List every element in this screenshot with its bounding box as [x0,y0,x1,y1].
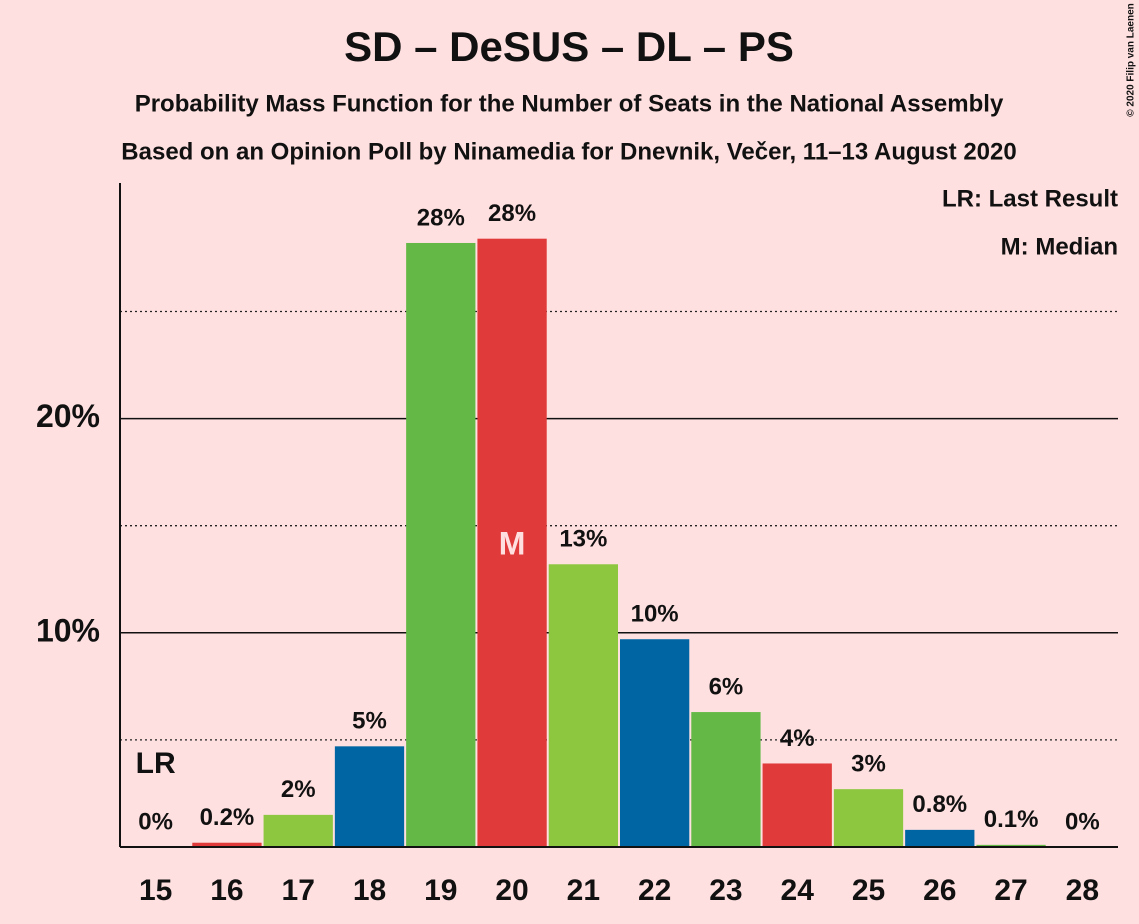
chart-title: SD – DeSUS – DL – PS [344,23,794,70]
bar [833,789,904,847]
value-label: 0% [138,808,173,835]
x-tick-label: 26 [923,874,956,907]
value-label: 6% [709,673,744,700]
bar [620,639,690,847]
x-tick-label: 23 [709,874,742,907]
bar [976,844,1046,847]
copyright: © 2020 Filip van Laenen [1126,3,1137,117]
x-tick-label: 22 [638,874,671,907]
value-label: 4% [780,725,815,752]
bar [477,238,547,848]
median-marker: M [499,525,526,561]
chart-subtitle: Probability Mass Function for the Number… [135,90,1004,117]
value-label: 13% [559,526,607,553]
value-label: 0% [1065,808,1100,835]
x-tick-label: 15 [139,874,172,907]
bar [406,242,476,848]
legend-entry: LR: Last Result [942,185,1118,212]
x-tick-label: 28 [1066,874,1099,907]
x-tick-label: 25 [852,874,885,907]
y-tick-label: 20% [36,398,100,434]
x-tick-label: 17 [282,874,315,907]
x-tick-label: 18 [353,874,386,907]
x-tick-label: 19 [424,874,457,907]
x-tick-label: 21 [567,874,600,907]
x-tick-label: 27 [994,874,1027,907]
bar [263,814,333,847]
bar [905,829,975,847]
bar [192,842,262,847]
chart-subtitle: Based on an Opinion Poll by Ninamedia fo… [121,138,1016,165]
value-label: 5% [352,708,387,735]
bar [762,763,832,847]
value-label: 0.1% [984,806,1039,833]
value-label: 28% [488,200,536,227]
bar [691,712,761,847]
value-label: 10% [631,601,679,628]
last-result-marker: LR [136,747,176,780]
bar [334,746,405,847]
value-label: 2% [281,776,316,803]
value-label: 0.8% [912,791,967,818]
value-label: 28% [417,204,465,231]
value-label: 0.2% [200,804,255,831]
x-tick-label: 20 [495,874,528,907]
bar [548,564,618,847]
x-tick-label: 24 [781,874,815,907]
value-label: 3% [851,751,886,778]
y-tick-label: 10% [36,612,100,648]
x-tick-label: 16 [210,874,243,907]
legend-entry: M: Median [1001,233,1118,260]
